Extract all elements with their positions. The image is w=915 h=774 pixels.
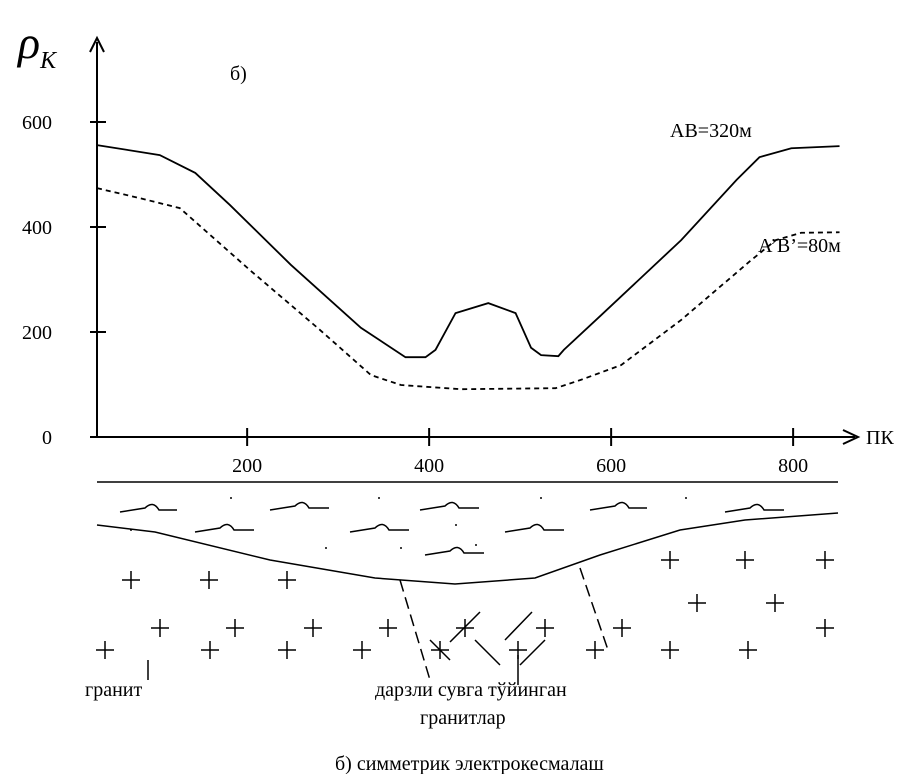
x-tick-label: 200 <box>232 455 262 477</box>
x-tick-label: 600 <box>596 455 626 477</box>
y-tick-label: 200 <box>22 322 52 344</box>
fracture-symbols <box>429 611 546 666</box>
y-axis-label: ρK <box>16 17 58 74</box>
bedrock-boundary <box>96 512 839 585</box>
sediment-dots <box>130 497 687 549</box>
data-line <box>96 144 840 359</box>
granite-symbols <box>96 551 834 659</box>
plot-area: 0 200 400 600 200 400 600 800 AB=320м A’B’=80м <box>22 112 841 477</box>
x-arrow <box>842 429 861 445</box>
series-label: AB=320м <box>670 120 752 142</box>
x-axis-label: ПК <box>866 427 894 449</box>
y-tick-label: 0 <box>42 427 52 449</box>
y-tick-label: 600 <box>22 112 52 134</box>
y-tick-label: 400 <box>22 217 52 239</box>
series-label: A’B’=80м <box>758 235 841 257</box>
geologic-section <box>96 481 839 685</box>
section-label: гранит <box>85 679 142 701</box>
fault-lines <box>399 567 609 681</box>
section-label: дарзли сувга тўйинган <box>375 679 567 701</box>
pointer-lines <box>147 655 519 685</box>
section-label: гранитлар <box>420 707 506 729</box>
y-arrow <box>89 35 105 53</box>
x-tick-label: 400 <box>414 455 444 477</box>
x-tick-label: 800 <box>778 455 808 477</box>
sediment-symbols <box>119 501 784 556</box>
annotation: б) <box>230 63 247 85</box>
caption: б) симметрик электрокесмалаш <box>335 753 604 774</box>
data-line <box>96 187 840 391</box>
